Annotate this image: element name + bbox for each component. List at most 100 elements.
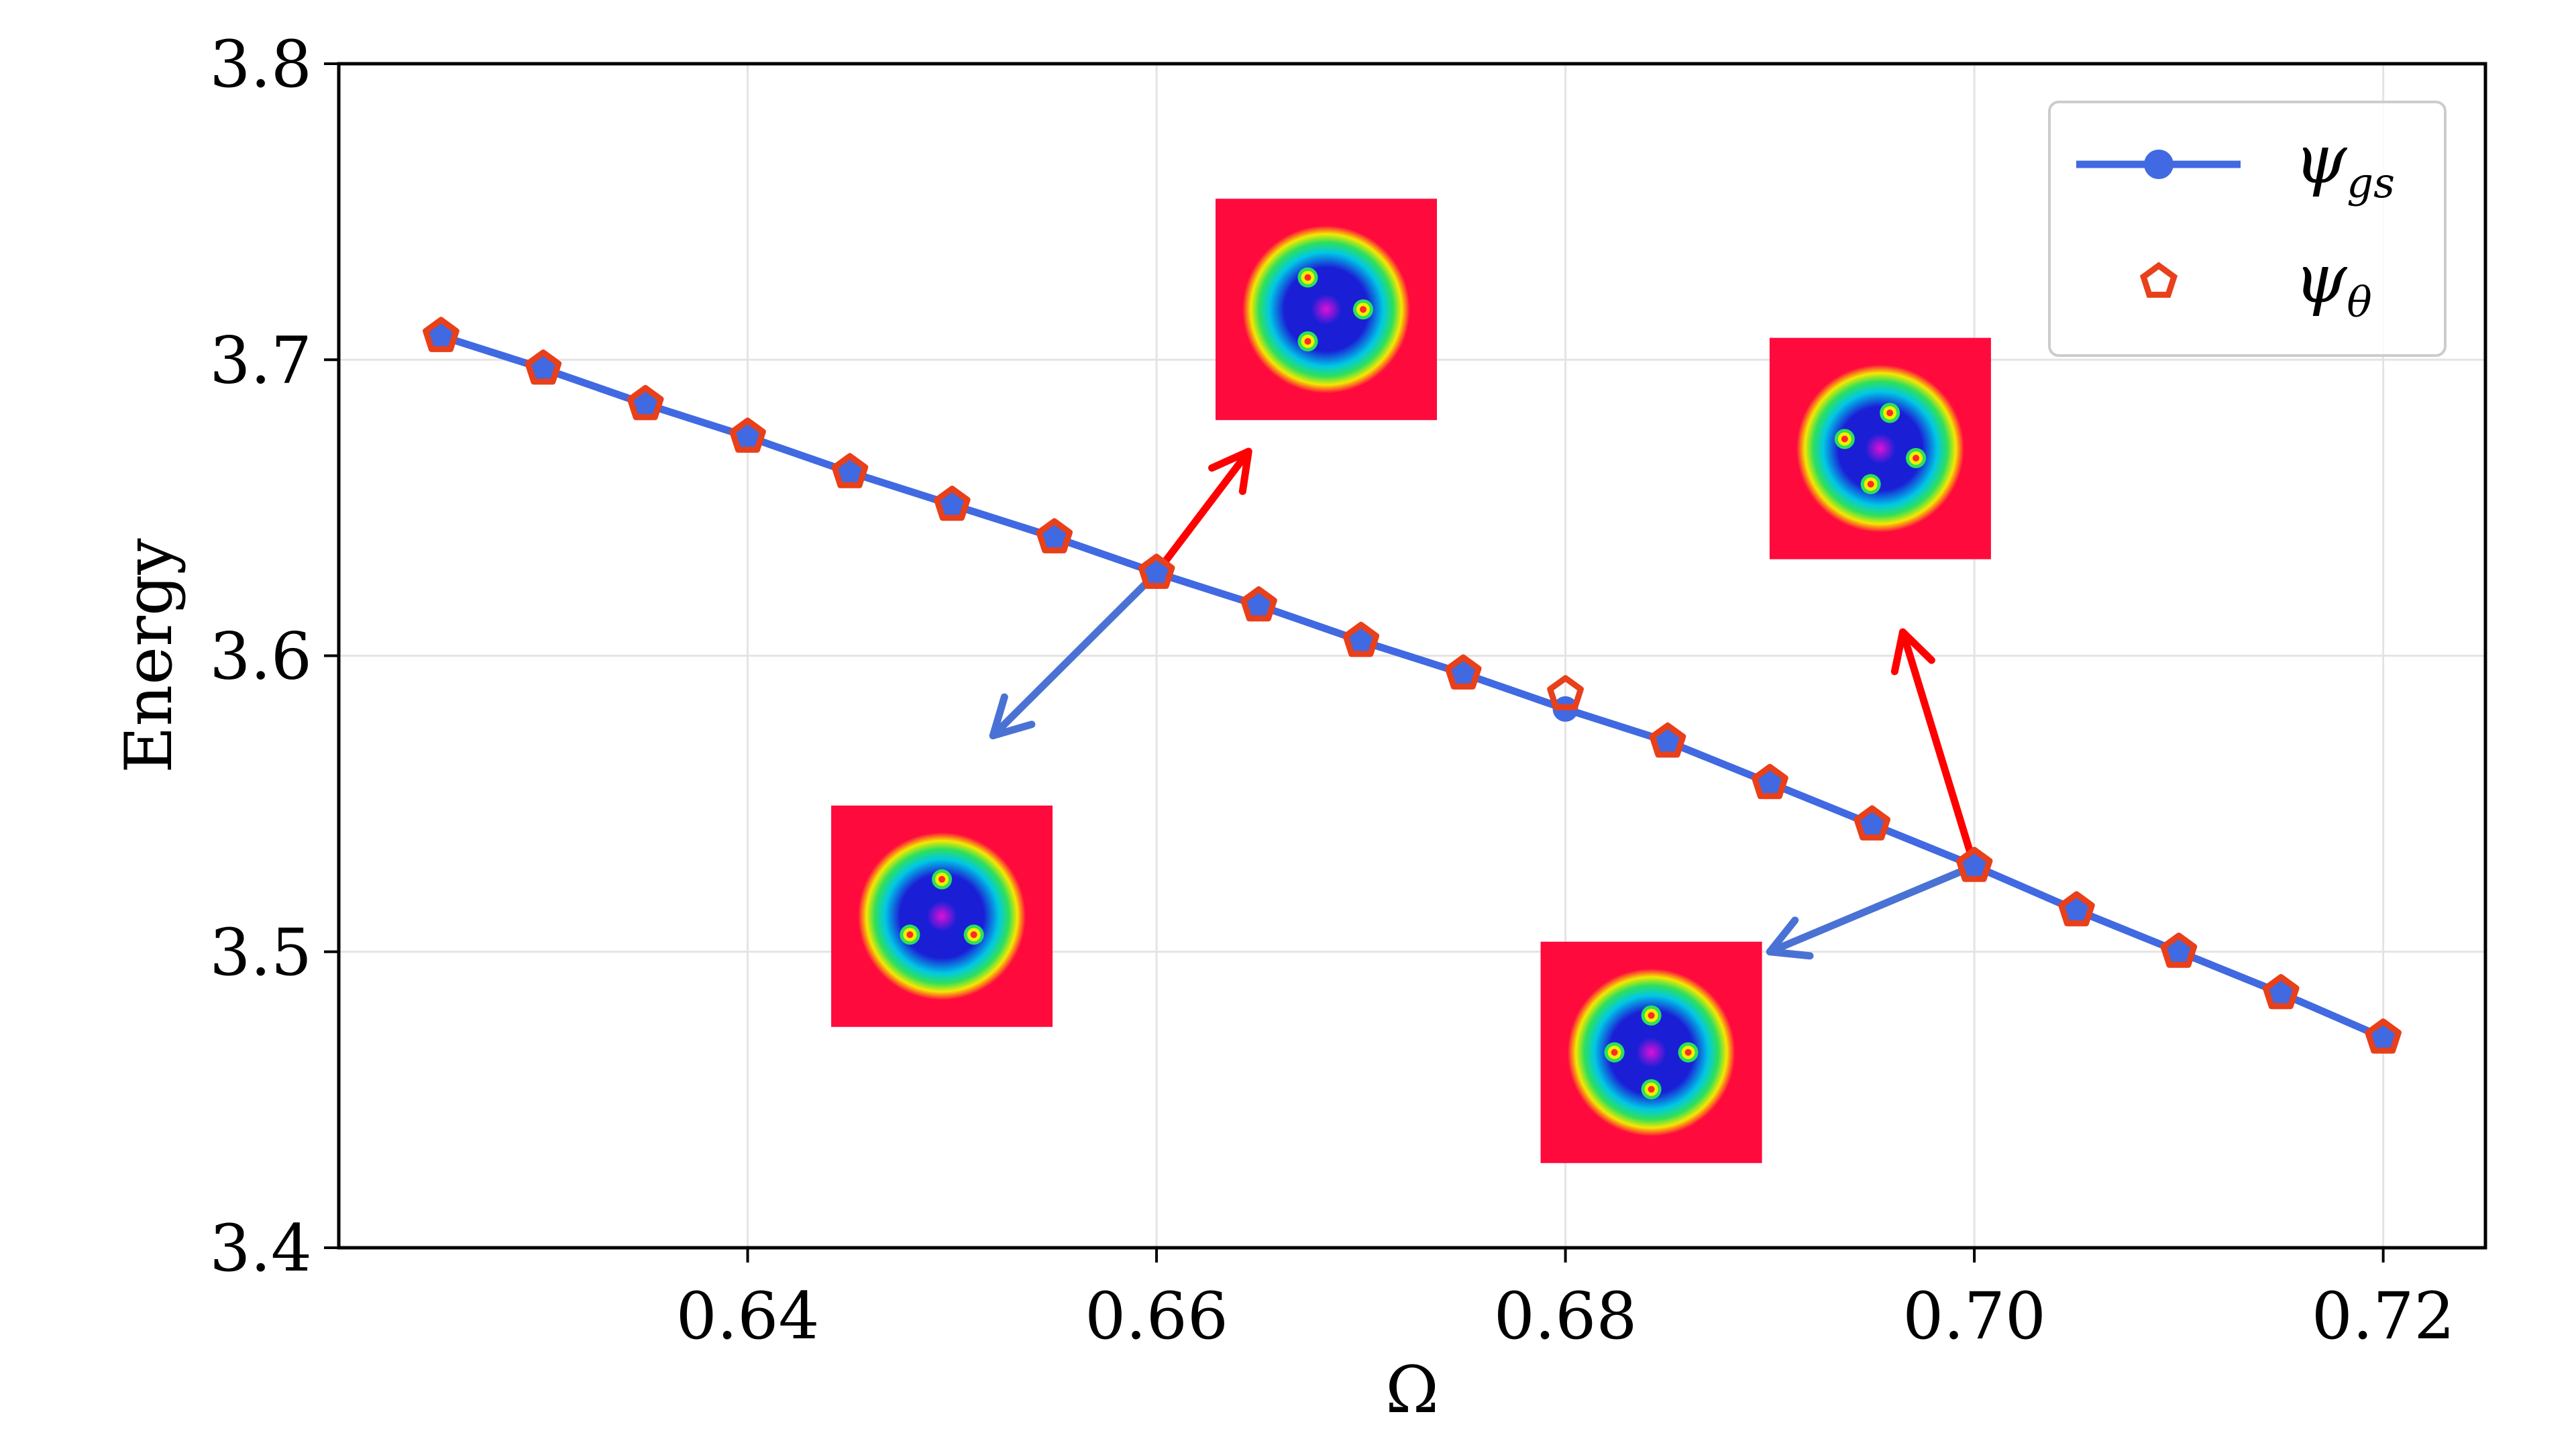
inset-bottom-left — [831, 805, 1053, 1027]
inset-bottom-right — [1540, 941, 1762, 1163]
y-axis-label: Energy — [111, 538, 186, 773]
theta-point — [1138, 553, 1175, 589]
x-tick-label: 0.64 — [676, 1279, 820, 1354]
vortex-core — [1867, 480, 1874, 488]
x-tick-label: 0.68 — [1494, 1279, 1638, 1354]
x-tick-label: 0.72 — [2312, 1279, 2455, 1354]
vortex-core — [906, 931, 914, 938]
legend-label-theta-main: ψ — [2294, 239, 2348, 318]
theta-point — [1649, 722, 1686, 758]
arrow-shaft — [989, 569, 1161, 740]
legend-marker-theta — [2139, 262, 2178, 298]
vortex-core — [1684, 1049, 1692, 1056]
vortex-core — [1304, 337, 1311, 345]
theta-point — [2058, 891, 2095, 926]
gs-point — [530, 356, 556, 382]
arrow-shaft — [1152, 447, 1252, 577]
annotation-arrow-1 — [989, 569, 1161, 740]
y-tick-label: 3.6 — [209, 619, 312, 694]
legend: ψgs ψθ — [2048, 101, 2447, 357]
gs-point — [1348, 628, 1374, 654]
arrow-head — [1208, 447, 1252, 495]
inset-top-right — [1769, 337, 1991, 559]
vortex-core — [1360, 306, 1366, 313]
gs-point — [1962, 853, 1988, 879]
annotation-arrow-3 — [1766, 862, 1978, 960]
theta-point — [525, 350, 562, 385]
theta-point — [1752, 763, 1788, 800]
theta-point — [831, 453, 869, 488]
gs-point — [1450, 660, 1477, 686]
arrow-shaft — [1766, 862, 1978, 956]
theta-point — [1036, 518, 1073, 553]
vortex-core — [1611, 1049, 1618, 1056]
legend-label-theta: ψθ — [2294, 239, 2372, 327]
x-axis-label: Ω — [1385, 1352, 1439, 1428]
gs-point — [1654, 729, 1680, 755]
gs-point — [1859, 812, 1885, 838]
theta-point — [627, 384, 664, 421]
theta-point — [1240, 586, 1277, 622]
gs-point — [1041, 525, 1067, 550]
gs-point — [2268, 980, 2294, 1006]
legend-label-gs: ψgs — [2294, 120, 2395, 207]
theta-point — [1444, 654, 1482, 690]
gs-point — [2165, 938, 2192, 965]
legend-box — [2048, 101, 2447, 357]
arrow-shaft — [1898, 628, 1978, 870]
vortex-core — [1913, 454, 1920, 462]
gs-point — [633, 391, 659, 417]
y-tick-label: 3.4 — [209, 1211, 312, 1286]
density-insets — [831, 199, 1991, 1163]
annotation-arrows — [989, 447, 1978, 960]
vortex-core — [1886, 409, 1894, 417]
condensate-disc — [1567, 968, 1735, 1136]
legend-marker-gs — [2144, 150, 2174, 179]
arrow-head — [989, 693, 1036, 740]
vortex-core — [1648, 1012, 1655, 1019]
gs-point — [1144, 559, 1170, 586]
theta-point — [934, 486, 971, 521]
theta-point — [2160, 932, 2198, 968]
theta-point — [1342, 621, 1380, 657]
theta-point — [2262, 974, 2300, 1010]
x-tick-label: 0.66 — [1085, 1279, 1228, 1354]
vortex-core — [1648, 1085, 1655, 1093]
axis-ticks: 0.64 0.66 0.68 0.70 0.72 3.4 3.5 3.6 3.7 3.8 — [209, 27, 2455, 1354]
gs-point — [1757, 770, 1783, 796]
gs-point — [2063, 897, 2090, 923]
theta-point — [2365, 1018, 2402, 1054]
theta-point — [1854, 805, 1890, 841]
inset-top-left — [1216, 199, 1437, 421]
x-tick-label: 0.70 — [1902, 1279, 2046, 1354]
annotation-arrow-0 — [1152, 447, 1252, 577]
gs-point — [1246, 592, 1272, 619]
y-tick-label: 3.7 — [209, 323, 312, 398]
legend-label-gs-sub: gs — [2347, 158, 2395, 207]
vortex-core — [970, 931, 977, 938]
arrow-head — [1766, 916, 1814, 960]
condensate-disc — [1796, 364, 1964, 533]
y-tick-label: 3.8 — [209, 27, 312, 102]
legend-label-theta-sub: θ — [2347, 278, 2371, 327]
theta-point — [423, 317, 460, 352]
legend-label-gs-main: ψ — [2294, 120, 2348, 199]
gs-point — [2370, 1024, 2396, 1051]
theta-point — [729, 417, 766, 453]
annotation-arrow-2 — [1890, 628, 1978, 870]
gs-point — [428, 323, 454, 349]
gs-point — [837, 459, 863, 485]
y-tick-label: 3.5 — [209, 915, 312, 990]
condensate-disc — [1242, 225, 1410, 394]
data-markers — [423, 317, 2402, 1054]
vortex-core — [1304, 274, 1311, 281]
condensate-disc — [858, 832, 1026, 1000]
gs-point — [735, 423, 761, 449]
gs-point — [939, 492, 965, 518]
arrow-head — [1890, 628, 1935, 676]
theta-point — [1955, 847, 1993, 882]
vortex-core — [938, 875, 946, 883]
vortex-core — [1841, 435, 1848, 443]
theta-point — [1547, 675, 1584, 710]
